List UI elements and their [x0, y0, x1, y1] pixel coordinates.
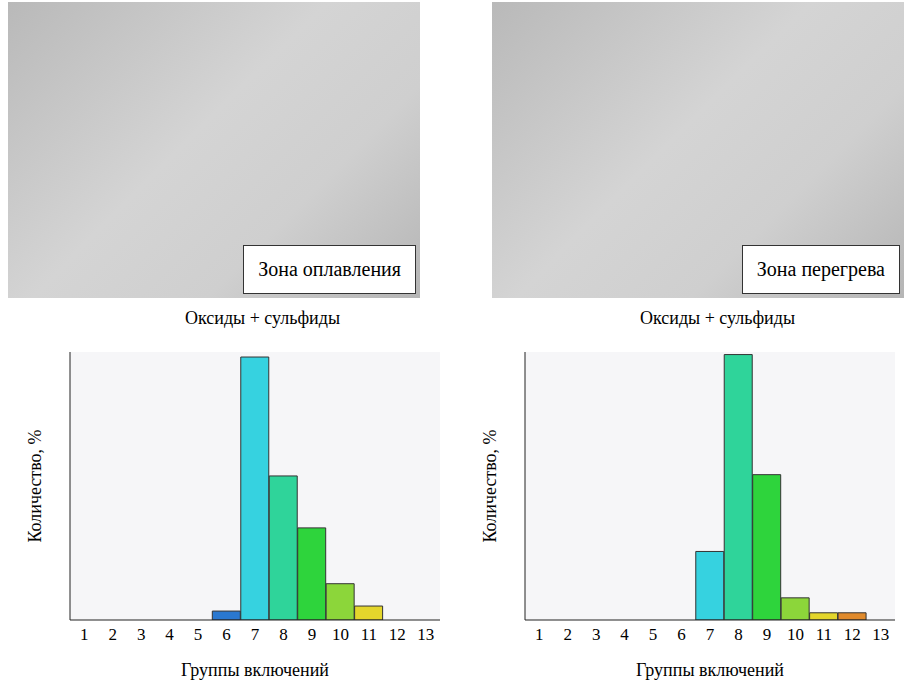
svg-text:6: 6 [677, 625, 686, 644]
svg-text:13: 13 [417, 625, 434, 644]
svg-text:Количество, %: Количество, % [480, 429, 500, 542]
html-text:Зона оплавления: Зона оплавления [258, 258, 401, 280]
svg-text:8: 8 [279, 625, 288, 644]
svg-text:Группы включений: Группы включений [636, 660, 784, 680]
html-text:Оксиды + сульфиды: Оксиды + сульфиды [640, 308, 795, 328]
svg-text:7: 7 [706, 625, 715, 644]
svg-text:1: 1 [535, 625, 544, 644]
svg-text:5: 5 [194, 625, 203, 644]
html-text:Оксиды + сульфиды: Оксиды + сульфиды [185, 308, 340, 328]
svg-text:3: 3 [137, 625, 146, 644]
svg-text:12: 12 [844, 625, 861, 644]
svg-text:5: 5 [649, 625, 658, 644]
svg-text:7: 7 [251, 625, 260, 644]
svg-text:9: 9 [308, 625, 317, 644]
svg-text:1: 1 [80, 625, 89, 644]
html-text:Зона перегрева: Зона перегрева [756, 258, 885, 280]
svg-text:Количество, %: Количество, % [25, 429, 45, 542]
svg-text:13: 13 [872, 625, 889, 644]
svg-text:12: 12 [389, 625, 406, 644]
svg-text:9: 9 [763, 625, 772, 644]
svg-text:3: 3 [592, 625, 601, 644]
svg-text:8: 8 [734, 625, 743, 644]
svg-text:2: 2 [108, 625, 117, 644]
svg-text:2: 2 [563, 625, 572, 644]
svg-text:6: 6 [222, 625, 231, 644]
svg-text:10: 10 [332, 625, 349, 644]
svg-text:11: 11 [816, 625, 832, 644]
svg-text:Группы включений: Группы включений [181, 660, 329, 680]
svg-text:4: 4 [620, 625, 629, 644]
svg-text:4: 4 [165, 625, 174, 644]
svg-text:10: 10 [787, 625, 804, 644]
svg-text:11: 11 [361, 625, 377, 644]
